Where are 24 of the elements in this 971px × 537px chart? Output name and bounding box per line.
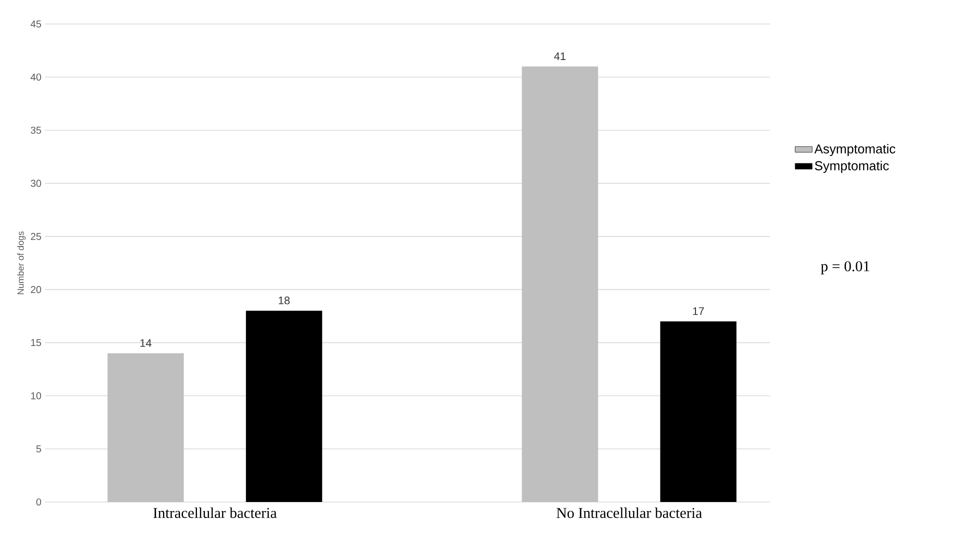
bar <box>108 353 184 502</box>
y-tick-label: 5 <box>36 445 42 452</box>
legend-label: Asymptomatic <box>814 144 896 156</box>
legend-label: Symptomatic <box>814 160 889 173</box>
data-label: 14 <box>140 339 152 347</box>
y-tick-label: 35 <box>30 126 42 134</box>
y-tick-label: 15 <box>31 339 42 346</box>
y-tick-label: 30 <box>30 180 42 187</box>
y-tick-label: 25 <box>30 232 42 240</box>
x-tick-label: Intracellular bacteria <box>153 508 277 518</box>
x-tick-label: No Intracellular bacteria <box>556 508 702 518</box>
y-tick-label: 40 <box>30 74 42 81</box>
y-axis-title: Number of dogs <box>17 231 26 294</box>
bar <box>246 310 322 502</box>
y-tick-label: 20 <box>30 286 42 294</box>
y-tick-label: 45 <box>30 20 42 28</box>
bar <box>522 66 598 502</box>
data-label: 17 <box>693 307 704 315</box>
text: p = 0.01 <box>820 261 870 274</box>
data-label: 41 <box>554 52 566 60</box>
y-tick-label: 10 <box>31 392 42 400</box>
data-label: 18 <box>278 296 290 304</box>
y-tick-label: 0 <box>36 498 42 506</box>
bar <box>660 321 736 502</box>
